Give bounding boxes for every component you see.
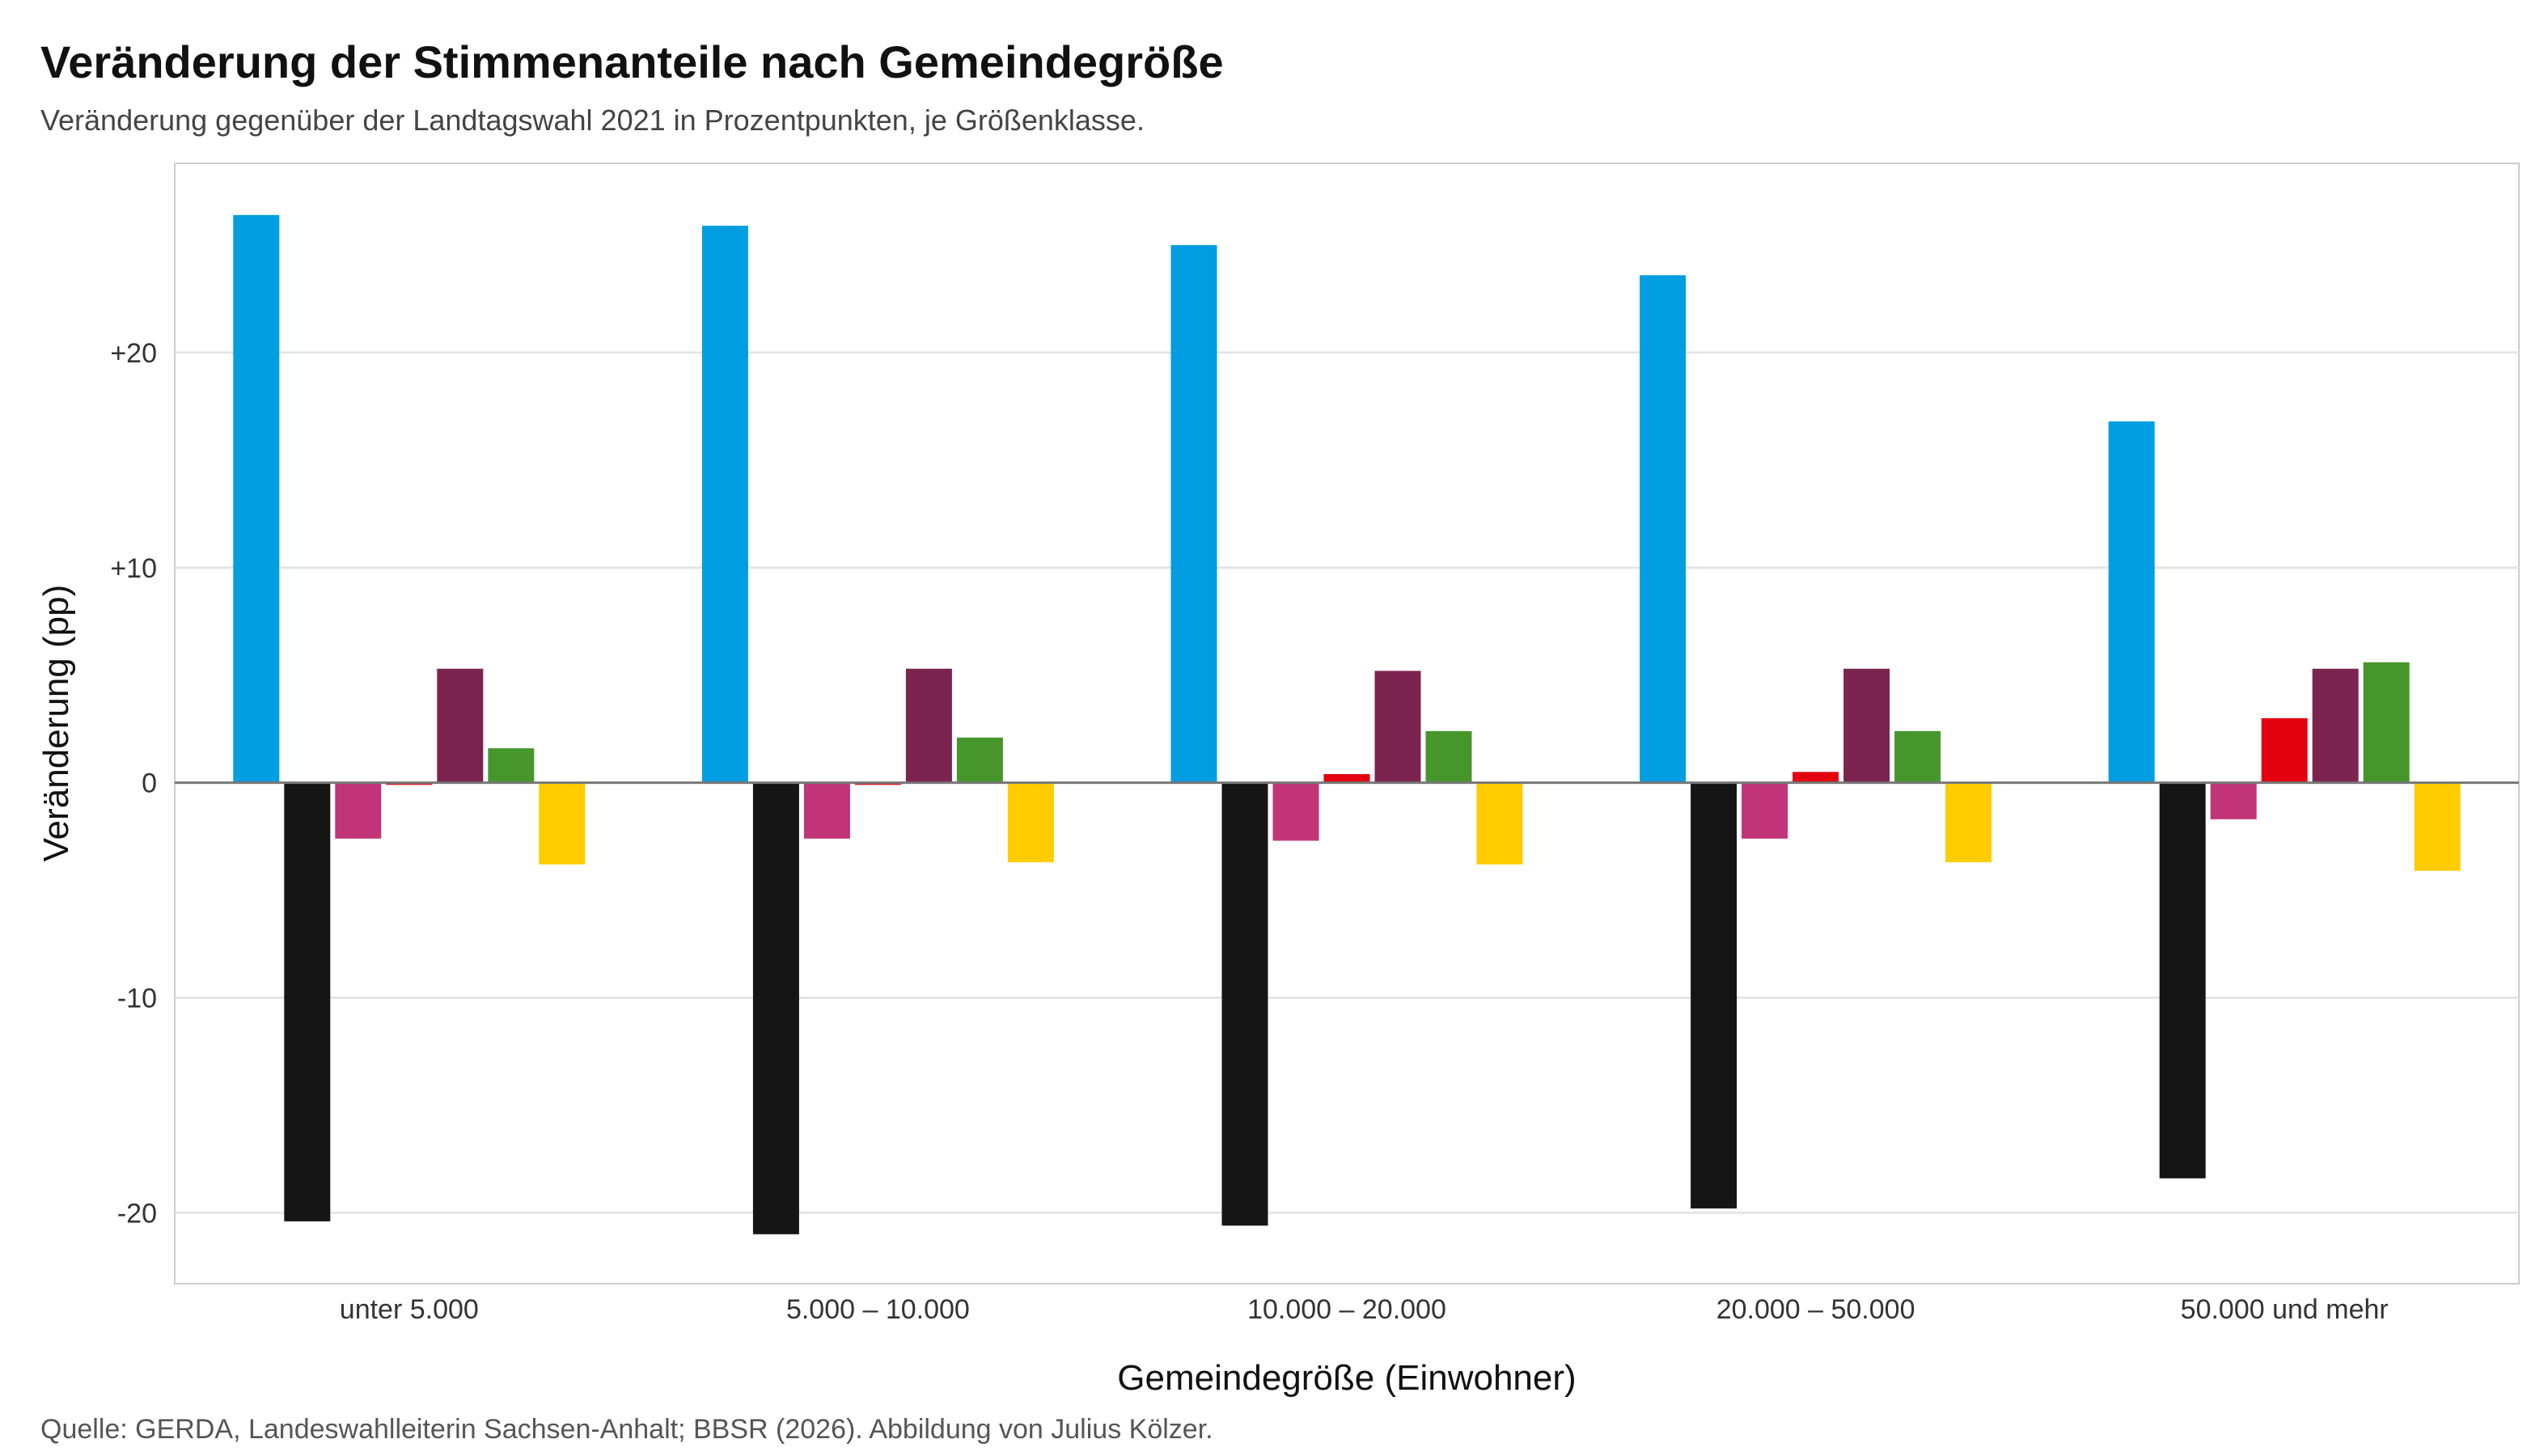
bar — [1742, 782, 1788, 839]
bar — [1272, 782, 1319, 841]
y-tick-label: +10 — [110, 553, 157, 584]
x-axis-title: Gemeindegröße (Einwohner) — [1117, 1358, 1576, 1398]
bar — [1170, 245, 1217, 783]
bar — [2210, 782, 2257, 819]
bar — [1476, 782, 1523, 865]
bar — [1007, 782, 1054, 862]
bar — [437, 668, 484, 783]
y-tick-label: -20 — [117, 1198, 157, 1229]
bar — [284, 782, 331, 1221]
x-tick-label: 20.000 – 50.000 — [1716, 1294, 1915, 1325]
source-caption: Quelle: GERDA, Landeswahlleiterin Sachse… — [40, 1414, 1213, 1445]
bar — [1945, 782, 1992, 862]
bar — [2108, 421, 2155, 783]
x-tick-label: 5.000 – 10.000 — [786, 1294, 970, 1325]
bar — [1323, 773, 1370, 783]
x-tick-label: 50.000 und mehr — [2181, 1294, 2389, 1325]
bar — [1843, 668, 1890, 783]
bar — [2261, 717, 2308, 783]
y-axis-title: Veränderung (pp) — [36, 585, 76, 861]
bar — [1221, 782, 1268, 1226]
bar — [2159, 782, 2206, 1179]
bar — [701, 226, 748, 783]
bar — [335, 782, 382, 839]
y-tick-label: +20 — [110, 338, 157, 369]
chart-title: Veränderung der Stimmenanteile nach Geme… — [40, 36, 1224, 87]
bar — [233, 214, 280, 783]
y-tick-labels: -20 -10 0 +10 +20 — [110, 338, 157, 1229]
bar — [488, 748, 535, 783]
bar — [752, 782, 799, 1234]
x-tick-label: 10.000 – 20.000 — [1247, 1294, 1446, 1325]
bar — [1691, 782, 1737, 1208]
bar — [803, 782, 850, 839]
x-tick-label: unter 5.000 — [340, 1294, 479, 1325]
bar — [1894, 730, 1941, 783]
bar — [1792, 772, 1839, 783]
bar — [905, 668, 952, 783]
x-tick-labels: unter 5.000 5.000 – 10.000 10.000 – 20.000… — [340, 1294, 2389, 1325]
bar — [539, 782, 586, 865]
bar — [956, 737, 1003, 783]
bar — [2312, 668, 2359, 783]
bar — [1425, 730, 1472, 783]
bar — [1374, 671, 1421, 783]
chart-subtitle: Veränderung gegenüber der Landtagswahl 2… — [40, 104, 1145, 137]
y-tick-label: 0 — [142, 768, 157, 799]
bar — [2363, 662, 2410, 783]
bars — [233, 214, 2461, 1234]
bar — [1640, 275, 1687, 783]
y-tick-label: -10 — [117, 983, 157, 1014]
bar — [2414, 782, 2461, 871]
